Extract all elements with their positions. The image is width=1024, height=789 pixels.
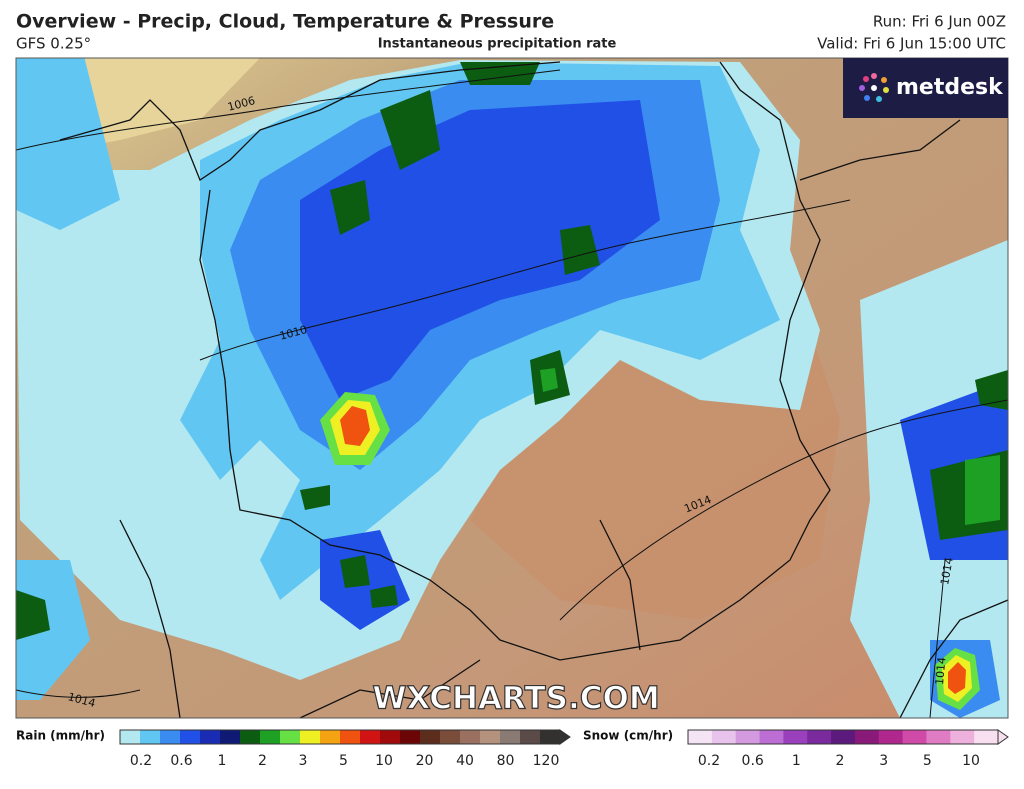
logo: metdesk [896,75,1004,100]
legend-tick-label: 10 [962,753,980,769]
layer: Instantaneous precipitation rate [378,37,617,52]
legend-swatch [854,730,880,744]
title: Overview - Precip, Cloud, Temperature & … [16,11,554,33]
legend-swatch [260,730,281,744]
legend-swatch [783,730,808,744]
watermark: WXCHARTS.COM [372,681,659,717]
legend-swatch [340,730,361,744]
legend-swatch [160,730,181,744]
legend-arrow [559,729,571,745]
legend-tick-label: 20 [416,753,434,769]
legend-swatch [926,730,951,744]
legend-swatch [500,730,521,744]
legend-tick-label: 10 [375,753,393,769]
legend-swatch [320,730,341,744]
legend-tick-label: 1 [792,753,801,769]
legend-swatch [480,730,501,744]
legend-swatch [688,730,713,744]
run: Run: Fri 6 Jun 00Z [873,13,1006,31]
legend-swatch [540,730,561,744]
legend-swatch [440,730,461,744]
legend-tick-label: 0.6 [170,753,192,769]
legend-arrow [997,729,1009,745]
legend-swatch [950,730,975,744]
legends: Rain (mm/hr) Snow (cm/hr) 0.2 0.6 1 2 3 5 10 20… [16,729,1009,769]
legend-swatch [360,730,381,744]
snow-legend-label: Snow (cm/hr) [583,729,673,743]
legend-tick-label: 0.2 [698,753,720,769]
legend-tick-label: 0.6 [742,753,764,769]
legend-tick-label: 5 [923,753,932,769]
legend-tick-label: 5 [339,753,348,769]
legend-tick-label: 1 [218,753,227,769]
legend-swatch [520,730,541,744]
legend-tick-label: 3 [879,753,888,769]
legend-tick-label: 40 [456,753,474,769]
legend-swatch [831,730,856,744]
legend-swatch [300,730,321,744]
legend-swatch [711,730,737,744]
legend-swatch [400,730,421,744]
legend-swatch [280,730,301,744]
legend-swatch [200,730,221,744]
valid: Valid: Fri 6 Jun 15:00 UTC [817,35,1006,53]
legend-swatch [974,730,999,744]
legend-swatch [180,730,201,744]
legend-swatch [460,730,481,744]
legend-swatch [759,730,784,744]
legend-swatch [878,730,904,744]
legend-swatch [807,730,832,744]
model: GFS 0.25° [16,35,91,53]
legend-tick-label: 2 [258,753,267,769]
map: 1006 1010 1014 1014 1014 1014 WXCHARTS.C… [15,57,1009,719]
legend-swatch [380,730,401,744]
isobar-label: 1014 [933,656,948,685]
legend-swatch [240,730,261,744]
logo-icon [859,73,889,102]
isobar-label: 1014 [938,556,956,586]
legend-tick-label: 120 [533,753,560,769]
legend-swatch [140,730,161,744]
legend-swatch [902,730,927,744]
legend-tick-label: 80 [497,753,515,769]
legend-swatch [735,730,761,744]
legend-swatch [420,730,441,744]
legend-swatch [120,730,141,744]
legend-swatch [220,730,241,744]
logo-box [843,58,1008,118]
rain-legend-label: Rain (mm/hr) [16,729,105,743]
legend-tick-label: 0.2 [130,753,152,769]
legend-tick-label: 3 [299,753,308,769]
legend-tick-label: 2 [836,753,845,769]
